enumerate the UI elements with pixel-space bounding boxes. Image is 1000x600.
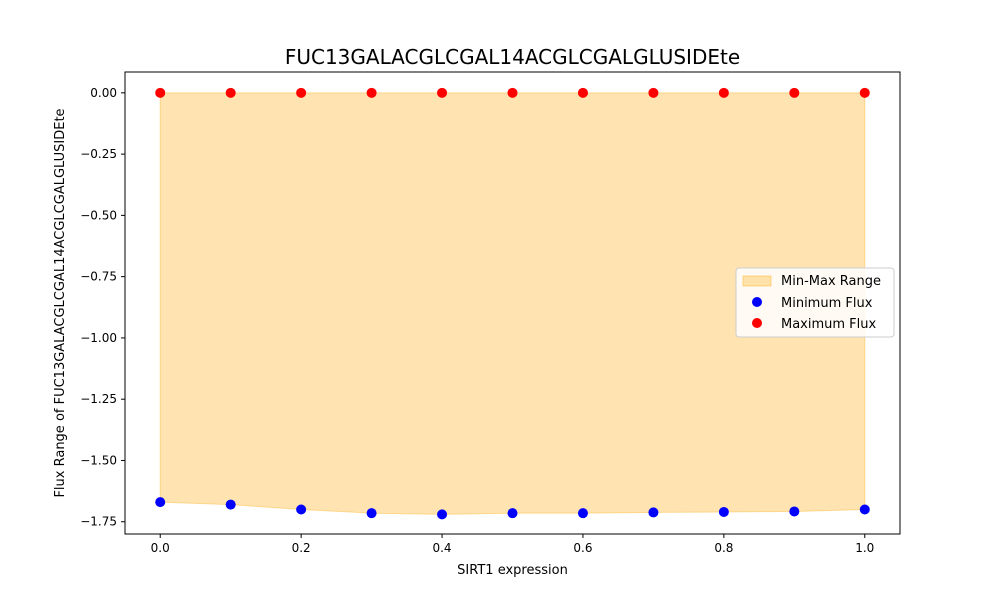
- maximum-flux-point: [366, 87, 377, 98]
- minimum-flux-point: [437, 509, 448, 520]
- chart-title: FUC13GALACGLCGAL14ACGLCGALGLUSIDEte: [285, 45, 740, 69]
- legend: Min-Max Range Minimum Flux Maximum Flux: [735, 267, 895, 338]
- minimum-flux-point: [718, 506, 729, 517]
- maximum-flux-point: [789, 87, 800, 98]
- x-tick-label: 0.2: [292, 541, 311, 555]
- y-tick-label: −1.00: [80, 331, 117, 345]
- x-tick-label: 0.6: [573, 541, 592, 555]
- minimum-flux-point: [648, 507, 659, 518]
- plot-area: [155, 87, 870, 520]
- minimum-flux-point: [296, 504, 307, 515]
- axes: 0.0 0.2 0.4 0.6 0.8 1.0 0.00 −0.25 −0.50 −0.75 −1.…: [80, 71, 901, 555]
- minimum-flux-point: [225, 499, 236, 510]
- x-tick-label: 0.8: [714, 541, 733, 555]
- x-tick-label: 0.0: [151, 541, 170, 555]
- maximum-flux-point: [507, 87, 518, 98]
- minimum-flux-point: [366, 508, 377, 519]
- axes-frame: [124, 71, 901, 535]
- legend-swatch-range: [742, 275, 772, 287]
- maximum-flux-point: [296, 87, 307, 98]
- y-tick-label: 0.00: [90, 86, 117, 100]
- minimum-flux-point: [155, 497, 166, 508]
- y-tick-label: −1.75: [80, 515, 117, 529]
- y-tick-label: −0.25: [80, 147, 117, 161]
- legend-box: [735, 267, 895, 338]
- maximum-flux-point: [225, 87, 236, 98]
- maximum-flux-point: [155, 87, 166, 98]
- legend-label-max: Maximum Flux: [781, 317, 877, 332]
- y-tick-label: −0.75: [80, 270, 117, 284]
- y-tick-label: −1.25: [80, 392, 117, 406]
- minimum-flux-point: [789, 506, 800, 517]
- maximum-flux-point: [577, 87, 588, 98]
- x-tick-label: 1.0: [855, 541, 874, 555]
- legend-marker-max: [752, 318, 762, 328]
- minimum-flux-point: [859, 504, 870, 515]
- maximum-flux-point: [437, 87, 448, 98]
- legend-marker-min: [752, 297, 762, 307]
- maximum-flux-point: [718, 87, 729, 98]
- y-tick-label: −1.50: [80, 453, 117, 467]
- maximum-flux-point: [648, 87, 659, 98]
- maximum-flux-point: [859, 87, 870, 98]
- minimum-flux-point: [577, 508, 588, 519]
- y-axis-label: Flux Range of FUC13GALACGLCGAL14ACGLCGAL…: [53, 108, 68, 497]
- minimum-flux-point: [507, 508, 518, 519]
- legend-label-min: Minimum Flux: [781, 296, 873, 311]
- legend-label-range: Min-Max Range: [781, 274, 881, 289]
- x-tick-label: 0.4: [432, 541, 451, 555]
- x-axis-label: SIRT1 expression: [457, 563, 568, 578]
- y-tick-label: −0.50: [80, 208, 117, 222]
